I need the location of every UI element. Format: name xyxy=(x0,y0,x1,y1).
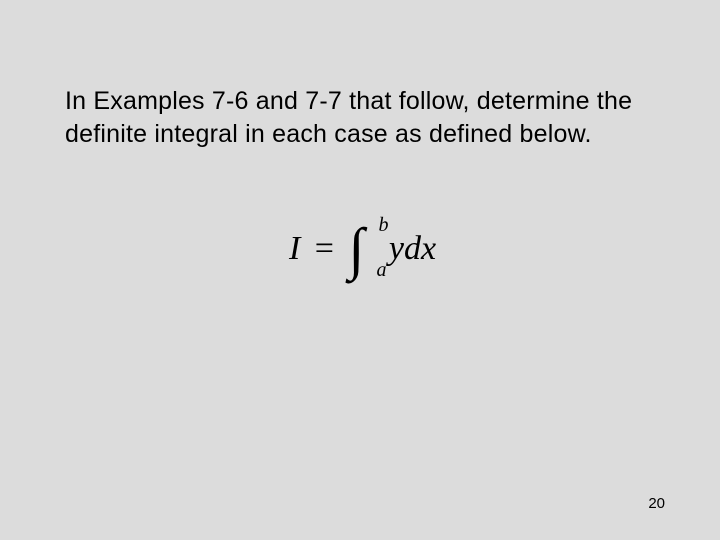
lower-limit: a xyxy=(376,259,386,282)
integrand: ydx xyxy=(389,230,436,268)
slide-content: In Examples 7-6 and 7-7 that follow, det… xyxy=(0,0,720,278)
integral-wrapper: ∫ b a xyxy=(348,220,364,278)
equation-container: I = ∫ b a ydx xyxy=(65,220,660,278)
page-number: 20 xyxy=(648,495,665,512)
integral-symbol-icon: ∫ xyxy=(348,220,364,278)
equals-sign: = xyxy=(315,230,334,268)
definite-integral-equation: I = ∫ b a ydx xyxy=(289,220,436,278)
instruction-text: In Examples 7-6 and 7-7 that follow, det… xyxy=(65,85,660,150)
upper-limit: b xyxy=(378,214,388,237)
equation-lhs: I xyxy=(289,230,300,268)
